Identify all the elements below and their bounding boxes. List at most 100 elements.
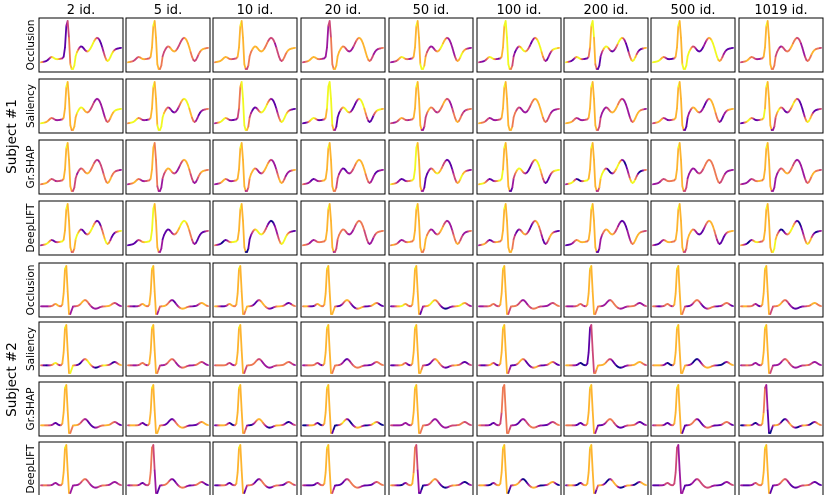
ecg-trace bbox=[390, 265, 472, 315]
trace-segment bbox=[415, 444, 419, 472]
trace-segment bbox=[151, 24, 155, 49]
subplot-frame bbox=[212, 17, 298, 73]
trace-segment bbox=[500, 446, 504, 474]
trace-segment bbox=[153, 290, 157, 315]
trace-segment bbox=[677, 265, 681, 293]
trace-segment bbox=[762, 446, 766, 474]
trace-segment bbox=[153, 349, 157, 374]
ecg-trace bbox=[127, 384, 209, 434]
trace-segment bbox=[761, 351, 765, 365]
trace-segment bbox=[674, 386, 678, 414]
subplot-frame bbox=[476, 441, 562, 495]
trace-segment bbox=[589, 146, 593, 171]
trace-segment bbox=[65, 384, 69, 412]
trace-segment bbox=[149, 107, 153, 119]
trace-segment bbox=[328, 290, 332, 315]
subject-label: Subject #2 bbox=[4, 342, 20, 417]
subplot-frame bbox=[125, 381, 211, 437]
trace-segment bbox=[240, 20, 244, 39]
column-title: 5 id. bbox=[154, 3, 182, 18]
ecg-trace bbox=[565, 265, 647, 315]
trace-segment bbox=[416, 81, 420, 100]
ecg-trace bbox=[302, 20, 384, 70]
ecg-trace bbox=[302, 203, 384, 253]
method-row-label: DeepLIFT bbox=[25, 203, 37, 252]
ecg-trace bbox=[390, 81, 472, 131]
ecg-trace bbox=[40, 265, 122, 315]
trace-segment bbox=[412, 107, 416, 119]
trace-segment bbox=[591, 203, 595, 222]
subplot-frame bbox=[388, 321, 474, 377]
trace-segment bbox=[678, 203, 682, 222]
trace-segment bbox=[506, 219, 510, 249]
trace-segment bbox=[238, 207, 242, 232]
trace-segment bbox=[328, 409, 332, 434]
subplot-frame bbox=[38, 200, 124, 256]
method-row-label: Gr.SHAP bbox=[25, 146, 37, 189]
ecg-trace bbox=[214, 20, 296, 70]
ecg-trace bbox=[302, 81, 384, 131]
subplot-frame bbox=[38, 17, 124, 73]
trace-segment bbox=[587, 386, 591, 414]
trace-segment bbox=[502, 85, 506, 110]
trace-segment bbox=[499, 351, 503, 365]
trace-segment bbox=[423, 177, 427, 189]
trace-segment bbox=[500, 46, 504, 58]
trace-segment bbox=[598, 55, 602, 67]
trace-segment bbox=[235, 411, 239, 425]
trace-segment bbox=[328, 142, 332, 161]
subplot-frame bbox=[476, 200, 562, 256]
trace-segment bbox=[160, 177, 164, 189]
trace-segment bbox=[511, 116, 515, 128]
trace-segment bbox=[677, 444, 681, 472]
ecg-trace bbox=[302, 444, 384, 494]
subplot-frame bbox=[212, 321, 298, 377]
trace-segment bbox=[674, 229, 678, 241]
subplot-frame bbox=[650, 262, 736, 318]
method-row-label: Occlusion bbox=[25, 20, 37, 71]
subplot-frame bbox=[212, 78, 298, 134]
trace-segment bbox=[411, 411, 415, 425]
trace-segment bbox=[324, 107, 328, 119]
trace-segment bbox=[239, 265, 243, 293]
trace-segment bbox=[674, 326, 678, 354]
ecg-trace bbox=[302, 324, 384, 374]
subplot-frame bbox=[650, 381, 736, 437]
trace-segment bbox=[61, 292, 65, 306]
subplot-frame bbox=[212, 139, 298, 195]
trace-segment bbox=[761, 411, 765, 425]
trace-segment bbox=[68, 36, 72, 66]
trace-segment bbox=[766, 469, 770, 494]
trace-segment bbox=[73, 177, 77, 189]
trace-segment bbox=[587, 267, 591, 295]
subplot-frame bbox=[125, 262, 211, 318]
subplot-frame bbox=[388, 200, 474, 256]
subplot-frame bbox=[388, 381, 474, 437]
trace-segment bbox=[326, 85, 330, 110]
subplot-frame bbox=[476, 17, 562, 73]
ecg-trace bbox=[740, 265, 822, 315]
subplot-frame bbox=[38, 139, 124, 195]
ecg-trace bbox=[740, 20, 822, 70]
subplot-frame bbox=[650, 321, 736, 377]
trace-segment bbox=[502, 207, 506, 232]
ecg-trace bbox=[478, 20, 560, 70]
method-row-label: Gr.SHAP bbox=[25, 388, 37, 431]
trace-segment bbox=[773, 116, 777, 128]
trace-segment bbox=[766, 409, 770, 434]
trace-segment bbox=[324, 267, 328, 295]
subplot-frame bbox=[388, 139, 474, 195]
ecg-trace bbox=[478, 203, 560, 253]
subplot-frame bbox=[125, 17, 211, 73]
trace-segment bbox=[587, 107, 591, 119]
trace-segment bbox=[590, 444, 594, 472]
trace-segment bbox=[504, 20, 508, 39]
ecg-trace bbox=[40, 444, 122, 494]
trace-segment bbox=[504, 469, 508, 494]
trace-segment bbox=[765, 265, 769, 293]
trace-segment bbox=[587, 326, 591, 354]
subplot-frame bbox=[563, 17, 649, 73]
trace-segment bbox=[64, 146, 68, 171]
column-title: 2 id. bbox=[67, 3, 95, 18]
